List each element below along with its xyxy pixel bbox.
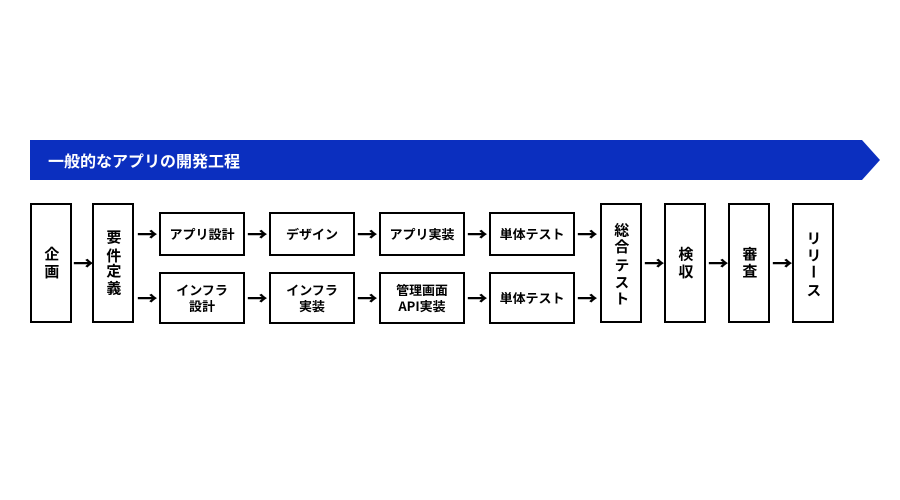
stage-label: 単体テスト xyxy=(499,226,564,242)
arrow-a-bot-2: → xyxy=(357,289,378,307)
title-banner: 一般的なアプリの開発工程 xyxy=(30,140,880,180)
stage-label: 審査 xyxy=(740,246,759,280)
stage-label: 管理画面 API実装 xyxy=(396,282,448,315)
arrow-a-bot-3: → xyxy=(467,289,488,307)
stage-admin-api: 管理画面 API実装 xyxy=(379,272,465,324)
stage-label: 企画 xyxy=(42,246,61,280)
stage-design: デザイン xyxy=(269,212,355,256)
arrow-a-top-2: → xyxy=(357,225,378,243)
stage-app-design: アプリ設計 xyxy=(159,212,245,256)
arrow-a-top-4: → xyxy=(577,225,598,243)
arrow-a-rev-rel: → xyxy=(772,254,793,272)
arrow-a-bot-4: → xyxy=(577,289,598,307)
title-banner-text: 一般的なアプリの開発工程 xyxy=(48,140,240,180)
stage-label: インフラ 実装 xyxy=(286,282,338,315)
stage-label: 総合テスト xyxy=(612,221,631,306)
stage-label: 要件定義 xyxy=(104,229,123,297)
stage-app-impl: アプリ実装 xyxy=(379,212,465,256)
arrow-a-reqs-top: → xyxy=(137,225,158,243)
title-banner-arrowhead xyxy=(862,140,880,180)
stage-label: リリース xyxy=(804,229,823,297)
stage-infra-design: インフラ 設計 xyxy=(159,272,245,324)
stage-unit-test-2: 単体テスト xyxy=(489,272,575,324)
stage-label: アプリ実装 xyxy=(389,226,454,242)
arrow-a-top-3: → xyxy=(467,225,488,243)
arrow-a-acc-rev: → xyxy=(708,254,729,272)
stage-review: 審査 xyxy=(728,203,770,323)
stage-unit-test-1: 単体テスト xyxy=(489,212,575,256)
stage-reqs: 要件定義 xyxy=(92,203,134,323)
diagram-canvas: { "layout": { "width": 900, "height": 50… xyxy=(0,0,900,500)
arrow-a-reqs-bot: → xyxy=(137,289,158,307)
arrow-a-top-1: → xyxy=(247,225,268,243)
stage-label: 単体テスト xyxy=(499,290,564,306)
stage-acceptance: 検収 xyxy=(664,203,706,323)
stage-infra-impl: インフラ 実装 xyxy=(269,272,355,324)
arrow-a-integ-acc: → xyxy=(644,254,665,272)
stage-integ-test: 総合テスト xyxy=(600,203,642,323)
arrow-a-bot-1: → xyxy=(247,289,268,307)
stage-label: インフラ 設計 xyxy=(176,282,228,315)
stage-label: デザイン xyxy=(286,226,338,242)
stage-release: リリース xyxy=(792,203,834,323)
stage-plan: 企画 xyxy=(30,203,72,323)
arrow-a-plan-reqs: → xyxy=(73,254,94,272)
stage-label: 検収 xyxy=(676,246,695,280)
stage-label: アプリ設計 xyxy=(169,226,234,242)
